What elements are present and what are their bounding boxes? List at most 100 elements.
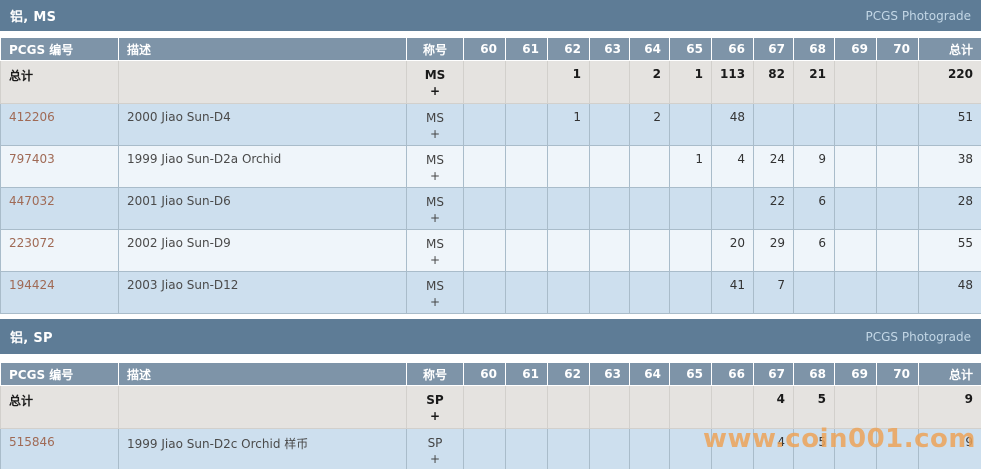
row-total: 55: [918, 229, 981, 272]
grade-68-count: 5: [793, 428, 835, 469]
grade-70-count: [876, 229, 919, 272]
grade-70-count: [876, 103, 919, 146]
column-header: 64: [629, 37, 670, 61]
grade-62-count: [547, 187, 590, 230]
designation-line: MS: [426, 237, 444, 251]
column-header: 60: [463, 362, 506, 386]
grade-66-count: [711, 385, 754, 429]
grade-61-count: [505, 60, 548, 104]
grade-67-count: [753, 103, 794, 146]
grade-70-count: [876, 145, 919, 188]
grade-65-count: [669, 428, 712, 469]
photograde-link[interactable]: PCGS Photograde: [865, 8, 971, 23]
grade-63-count: [589, 428, 630, 469]
grade-61-count: [505, 145, 548, 188]
photograde-link[interactable]: PCGS Photograde: [865, 329, 971, 344]
grade-65-count: [669, 103, 712, 146]
pcgs-number-link[interactable]: 412206: [9, 110, 55, 124]
grade-62-count: [547, 229, 590, 272]
column-header: 总计: [918, 362, 981, 386]
column-header: 61: [505, 37, 548, 61]
grade-64-count: [629, 385, 670, 429]
population-table-ms: PCGS 编号 描述 称号 60 61 62 63 64 65 66 67 68 69 70 总计 总计 MS…: [0, 37, 981, 314]
column-header: PCGS 编号: [0, 362, 119, 386]
pcgs-number-link[interactable]: 194424: [9, 278, 55, 292]
table-row: 797403 1999 Jiao Sun-D2a Orchid MS +1 4 24 9 38: [0, 145, 981, 188]
row-total: 28: [918, 187, 981, 230]
column-header: 总计: [918, 37, 981, 61]
grade-66-count: [711, 428, 754, 469]
section-sp: 铝, SP PCGS Photograde PCGS 编号 描述 称号 60 61 62 6…: [0, 319, 981, 469]
section-header-bar: 铝, MS PCGS Photograde: [0, 0, 981, 31]
grade-62-count: [547, 428, 590, 469]
designation-line: +: [429, 84, 441, 98]
designation-line: MS: [424, 68, 446, 82]
designation-line: +: [429, 169, 441, 183]
designation-cell: SP +: [406, 385, 464, 429]
pcgs-number-cell: 447032: [0, 187, 119, 230]
column-header: 68: [793, 37, 835, 61]
grade-61-count: [505, 428, 548, 469]
grade-62-count: [547, 145, 590, 188]
grade-63-count: [589, 187, 630, 230]
grade-65-count: 1: [669, 145, 712, 188]
column-header: 70: [876, 362, 919, 386]
grade-62-count: [547, 385, 590, 429]
column-header: 62: [547, 37, 590, 61]
grade-66-count: 20: [711, 229, 754, 272]
designation-line: +: [429, 295, 441, 309]
grade-64-count: 2: [629, 103, 670, 146]
total-label: 总计: [0, 385, 119, 429]
column-header: 描述: [118, 362, 407, 386]
row-total: 9: [918, 385, 981, 429]
pcgs-number-link[interactable]: 515846: [9, 435, 55, 449]
section-title: 铝, MS: [10, 10, 57, 25]
grade-63-count: [589, 103, 630, 146]
grade-61-count: [505, 385, 548, 429]
column-header: 69: [834, 37, 877, 61]
total-row: 总计 SP +4 5 9: [0, 385, 981, 429]
designation-line: SP: [426, 393, 444, 407]
grade-68-count: [793, 103, 835, 146]
grade-60-count: [463, 145, 506, 188]
grade-60-count: [463, 60, 506, 104]
designation-line: +: [429, 452, 441, 466]
grade-60-count: [463, 103, 506, 146]
column-header: 66: [711, 362, 754, 386]
grade-64-count: [629, 187, 670, 230]
pcgs-number-link[interactable]: 447032: [9, 194, 55, 208]
grade-66-count: [711, 187, 754, 230]
grade-67-count: 4: [753, 428, 794, 469]
column-header: 67: [753, 362, 794, 386]
pcgs-number-cell: 515846: [0, 428, 119, 469]
column-header: PCGS 编号: [0, 37, 119, 61]
grade-69-count: [834, 145, 877, 188]
grade-68-count: [793, 271, 835, 314]
column-header: 63: [589, 362, 630, 386]
designation-line: MS: [426, 279, 444, 293]
designation-line: MS: [426, 153, 444, 167]
grade-67-count: 22: [753, 187, 794, 230]
designation-cell: MS +: [406, 103, 464, 146]
column-header: 63: [589, 37, 630, 61]
grade-61-count: [505, 103, 548, 146]
pcgs-number-link[interactable]: 797403: [9, 152, 55, 166]
designation-line: MS: [426, 195, 444, 209]
grade-64-count: [629, 229, 670, 272]
grade-63-count: [589, 145, 630, 188]
designation-cell: MS +: [406, 229, 464, 272]
grade-70-count: [876, 271, 919, 314]
designation-cell: MS +: [406, 271, 464, 314]
grade-69-count: [834, 385, 877, 429]
grade-68-count: 9: [793, 145, 835, 188]
coin-description: 1999 Jiao Sun-D2c Orchid 样币: [118, 428, 407, 469]
column-header: 65: [669, 37, 712, 61]
grade-60-count: [463, 385, 506, 429]
grade-65-count: [669, 271, 712, 314]
designation-cell: MS +: [406, 187, 464, 230]
pcgs-number-link[interactable]: 223072: [9, 236, 55, 250]
coin-description: 1999 Jiao Sun-D2a Orchid: [118, 145, 407, 188]
column-header: 68: [793, 362, 835, 386]
grade-65-count: 1: [669, 60, 712, 104]
